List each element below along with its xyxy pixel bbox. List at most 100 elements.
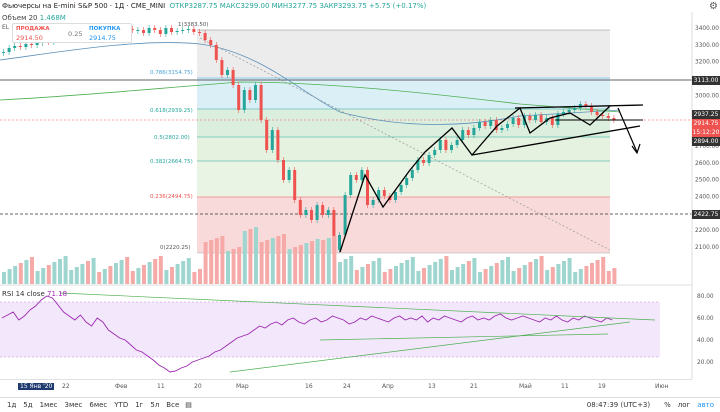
range-1d[interactable]: 1д [7, 401, 17, 409]
gear-icon[interactable]: ⚙ [709, 1, 718, 12]
volume-bar [97, 272, 102, 284]
candle-body [13, 46, 17, 48]
candle-body [511, 118, 515, 124]
volume-bar [382, 272, 387, 284]
fib-label-0786: 0.786(3154.75) [150, 70, 193, 76]
volume-bar [612, 268, 617, 284]
candle-body [332, 210, 336, 250]
calendar-icon[interactable]: ▤ [185, 401, 192, 409]
volume-bar [539, 256, 544, 284]
volume-bar [287, 249, 292, 284]
clock[interactable]: 08:47:39 (UTC+3) [586, 401, 651, 409]
countdown-tag: 15:12:20 [692, 128, 720, 137]
volume-bar [606, 271, 611, 284]
volume-bar [534, 259, 538, 284]
volume-bar [444, 256, 449, 284]
rsi-header[interactable]: RSI 14 close 71.18 [2, 290, 67, 298]
bottom-toolbar: 1д 5д 1мес 3мес 6мес YTD 1г 5л Все ▤ 08:… [0, 397, 720, 412]
price-tick: 2600.00 [695, 161, 719, 167]
candle-body [394, 192, 397, 200]
range-ytd[interactable]: YTD [114, 401, 129, 409]
chart-header: Фьючерсы на E-mini S&P 500 · 1Д · CME_MI… [2, 2, 426, 10]
volume-bar [332, 236, 337, 284]
range-3m[interactable]: 3мес [64, 401, 83, 409]
volume-bar [282, 234, 286, 284]
volume-bar [315, 239, 320, 284]
candle-body [214, 45, 218, 60]
candle-body [293, 170, 297, 200]
candle-body [450, 145, 453, 150]
buy-price[interactable]: 2914.75 [89, 34, 116, 42]
price-tag-2422: 2422.75 [692, 210, 720, 219]
volume-indicator-label[interactable]: Объем 20 1.468M [2, 14, 66, 22]
side-label: EL [2, 24, 10, 31]
auto-toggle[interactable]: авто [697, 401, 714, 409]
date-axis[interactable]: 15 Янв '20 22 Фев 11 20 Мар 16 24 Апр 13… [0, 379, 692, 393]
candle-body [198, 32, 201, 33]
volume-bar [438, 259, 443, 284]
volume-bar [237, 247, 242, 284]
rsi-tick: 20.00 [697, 360, 714, 366]
candle-body [130, 29, 134, 30]
ma-green [0, 81, 621, 113]
volume-bar [52, 262, 57, 284]
volume-bar [30, 257, 34, 284]
volume-bar [265, 240, 270, 284]
candle-body [181, 30, 185, 31]
volume-bar [270, 238, 275, 284]
candle-body [427, 155, 431, 163]
volume-bar [214, 238, 219, 284]
volume-bar [91, 258, 96, 284]
range-5y[interactable]: 5л [150, 401, 160, 409]
volume-bar [209, 240, 214, 284]
candle-body [478, 122, 481, 128]
buy-label[interactable]: ПОКУПКА [89, 26, 121, 32]
volume-bar [304, 243, 309, 284]
candle-body [382, 190, 386, 196]
candle-body [399, 185, 403, 192]
volume-label: Объем 20 [2, 14, 38, 22]
volume-bar [231, 249, 236, 284]
volume-bar [74, 267, 79, 284]
candle-body [2, 52, 5, 53]
candle-body [170, 28, 173, 32]
candle-body [528, 116, 532, 120]
price-tick: 2400.00 [695, 195, 719, 201]
volume-bar [58, 259, 62, 284]
range-all[interactable]: Все [166, 401, 180, 409]
date-label-10: 21 [470, 383, 478, 390]
volume-bar [573, 272, 578, 284]
candle-body [534, 115, 537, 120]
volume-bar [170, 267, 174, 284]
sell-price[interactable]: 2914.50 [16, 34, 43, 42]
volume-bar [366, 264, 370, 284]
range-1m[interactable]: 1мес [39, 401, 58, 409]
range-1y[interactable]: 1г [135, 401, 144, 409]
volume-bar [63, 256, 68, 284]
candle-body [466, 130, 470, 135]
volume-bar [494, 263, 499, 284]
candle-body [276, 130, 280, 160]
volume-bar [41, 268, 46, 284]
date-label-0: 15 Янв '20 [18, 383, 55, 390]
volume-bar [298, 245, 303, 284]
range-5d[interactable]: 5д [23, 401, 33, 409]
sell-label[interactable]: ПРОДАЖА [16, 26, 50, 32]
volume-bar [478, 272, 482, 284]
date-label-6: 16 [305, 383, 313, 390]
forecast-arrowhead [631, 143, 641, 155]
upper-trendline [514, 104, 644, 109]
date-label-5: Мар [236, 383, 249, 390]
candle-body [153, 28, 157, 30]
range-6m[interactable]: 6мес [89, 401, 108, 409]
volume-bar [567, 258, 572, 284]
volume-bar [388, 269, 393, 284]
rsi-ticks: 80.00 60.00 40.00 20.00 [697, 294, 714, 366]
percent-toggle[interactable]: % [664, 401, 671, 409]
candle-body [366, 170, 369, 205]
candle-body [433, 150, 437, 155]
log-toggle[interactable]: лог [677, 401, 691, 409]
symbol-title[interactable]: Фьючерсы на E-mini S&P 500 · 1Д · CME_MI… [2, 2, 166, 10]
candle-body [416, 160, 420, 170]
